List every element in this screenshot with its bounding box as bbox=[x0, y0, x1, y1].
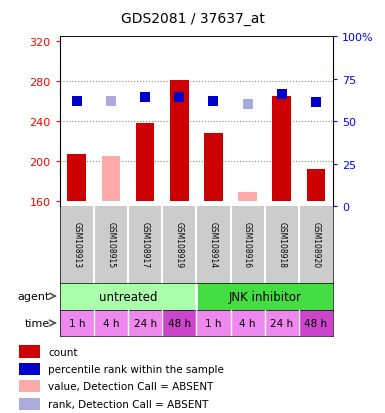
Bar bbox=[60, 283, 196, 310]
Bar bbox=[128, 310, 162, 337]
Point bbox=[244, 102, 251, 108]
Text: time: time bbox=[25, 318, 50, 328]
Text: untreated: untreated bbox=[99, 290, 157, 303]
Bar bbox=[170, 81, 189, 202]
Point bbox=[279, 91, 285, 98]
Point bbox=[142, 95, 148, 102]
Bar bbox=[196, 310, 231, 337]
Text: agent: agent bbox=[18, 291, 50, 301]
Point bbox=[210, 98, 216, 105]
Text: 4 h: 4 h bbox=[239, 318, 256, 328]
Text: 1 h: 1 h bbox=[205, 318, 222, 328]
Text: 24 h: 24 h bbox=[134, 318, 157, 328]
Bar bbox=[272, 97, 291, 202]
Bar bbox=[19, 380, 40, 392]
Text: GSM108916: GSM108916 bbox=[243, 222, 252, 268]
Bar bbox=[67, 155, 86, 202]
Text: GSM108919: GSM108919 bbox=[175, 222, 184, 268]
Bar bbox=[204, 134, 223, 202]
Text: JNK inhibitor: JNK inhibitor bbox=[228, 290, 301, 303]
Point bbox=[74, 98, 80, 105]
Bar bbox=[19, 398, 40, 410]
Point bbox=[108, 98, 114, 105]
Bar bbox=[264, 310, 299, 337]
Text: 1 h: 1 h bbox=[69, 318, 85, 328]
Text: percentile rank within the sample: percentile rank within the sample bbox=[48, 364, 224, 374]
Bar bbox=[231, 310, 264, 337]
Bar bbox=[94, 310, 128, 337]
Text: GSM108913: GSM108913 bbox=[72, 222, 81, 268]
Text: rank, Detection Call = ABSENT: rank, Detection Call = ABSENT bbox=[48, 399, 209, 409]
Text: GSM108915: GSM108915 bbox=[106, 222, 115, 268]
Point bbox=[313, 100, 319, 107]
Bar bbox=[19, 346, 40, 358]
Text: 24 h: 24 h bbox=[270, 318, 293, 328]
Bar bbox=[162, 310, 196, 337]
Point bbox=[176, 95, 182, 102]
Text: 4 h: 4 h bbox=[103, 318, 119, 328]
Bar bbox=[60, 310, 94, 337]
Text: 48 h: 48 h bbox=[168, 318, 191, 328]
Bar bbox=[136, 124, 154, 202]
Text: GSM108920: GSM108920 bbox=[311, 222, 320, 268]
Text: 48 h: 48 h bbox=[305, 318, 328, 328]
Text: GDS2081 / 37637_at: GDS2081 / 37637_at bbox=[121, 12, 264, 26]
Bar bbox=[196, 283, 333, 310]
Text: count: count bbox=[48, 347, 78, 357]
Bar bbox=[299, 310, 333, 337]
Bar bbox=[19, 363, 40, 375]
Bar bbox=[238, 192, 257, 202]
Text: GSM108918: GSM108918 bbox=[277, 222, 286, 268]
Text: GSM108917: GSM108917 bbox=[141, 222, 150, 268]
Text: GSM108914: GSM108914 bbox=[209, 222, 218, 268]
Bar bbox=[102, 157, 121, 202]
Bar bbox=[306, 170, 325, 202]
Text: value, Detection Call = ABSENT: value, Detection Call = ABSENT bbox=[48, 381, 214, 392]
